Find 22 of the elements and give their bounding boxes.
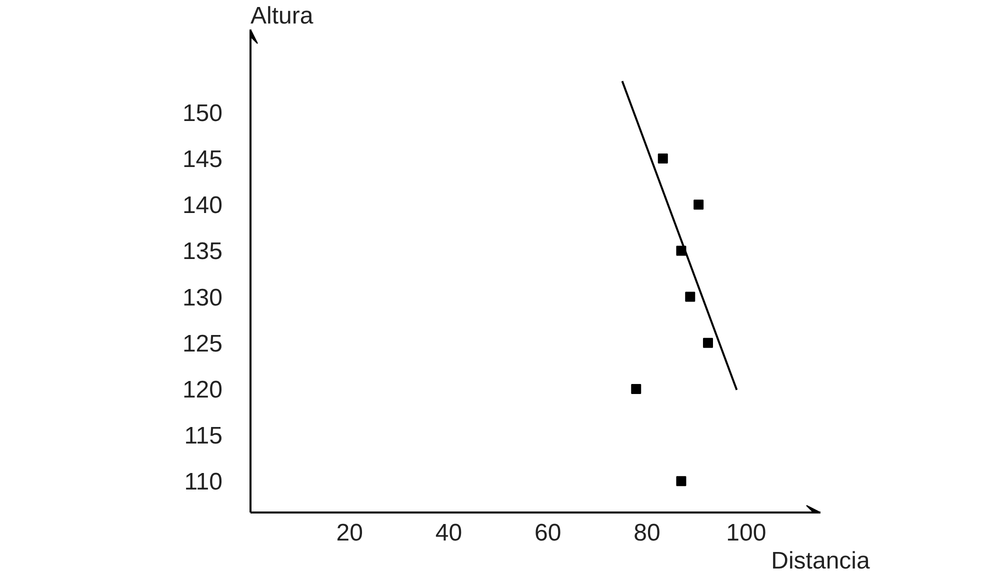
y-tick-label: 145 — [182, 146, 223, 174]
x-tick-label: 60 — [534, 520, 562, 546]
x-axis-title: Distancia — [771, 548, 871, 574]
y-tick-label: 135 — [182, 238, 223, 266]
y-axis-title: Altura — [250, 2, 314, 30]
point — [658, 154, 668, 164]
y-tick-label: 140 — [182, 192, 223, 220]
x-tick-label: 100 — [726, 520, 766, 546]
y-tick-label: 130 — [182, 284, 223, 312]
point — [694, 200, 704, 210]
y-tick-label: 115 — [184, 422, 223, 450]
point — [631, 384, 642, 394]
point — [702, 338, 713, 348]
x-tick-label: 20 — [336, 520, 363, 546]
x-tick-label: 40 — [435, 520, 462, 546]
y-tick-label: 110 — [184, 468, 223, 496]
point — [676, 476, 686, 486]
y-tick-label: 150 — [182, 100, 223, 127]
y-tick-label: 125 — [182, 330, 223, 358]
x-tick-label: 80 — [634, 520, 660, 546]
y-tick-label: 120 — [182, 376, 223, 404]
point — [685, 292, 696, 302]
